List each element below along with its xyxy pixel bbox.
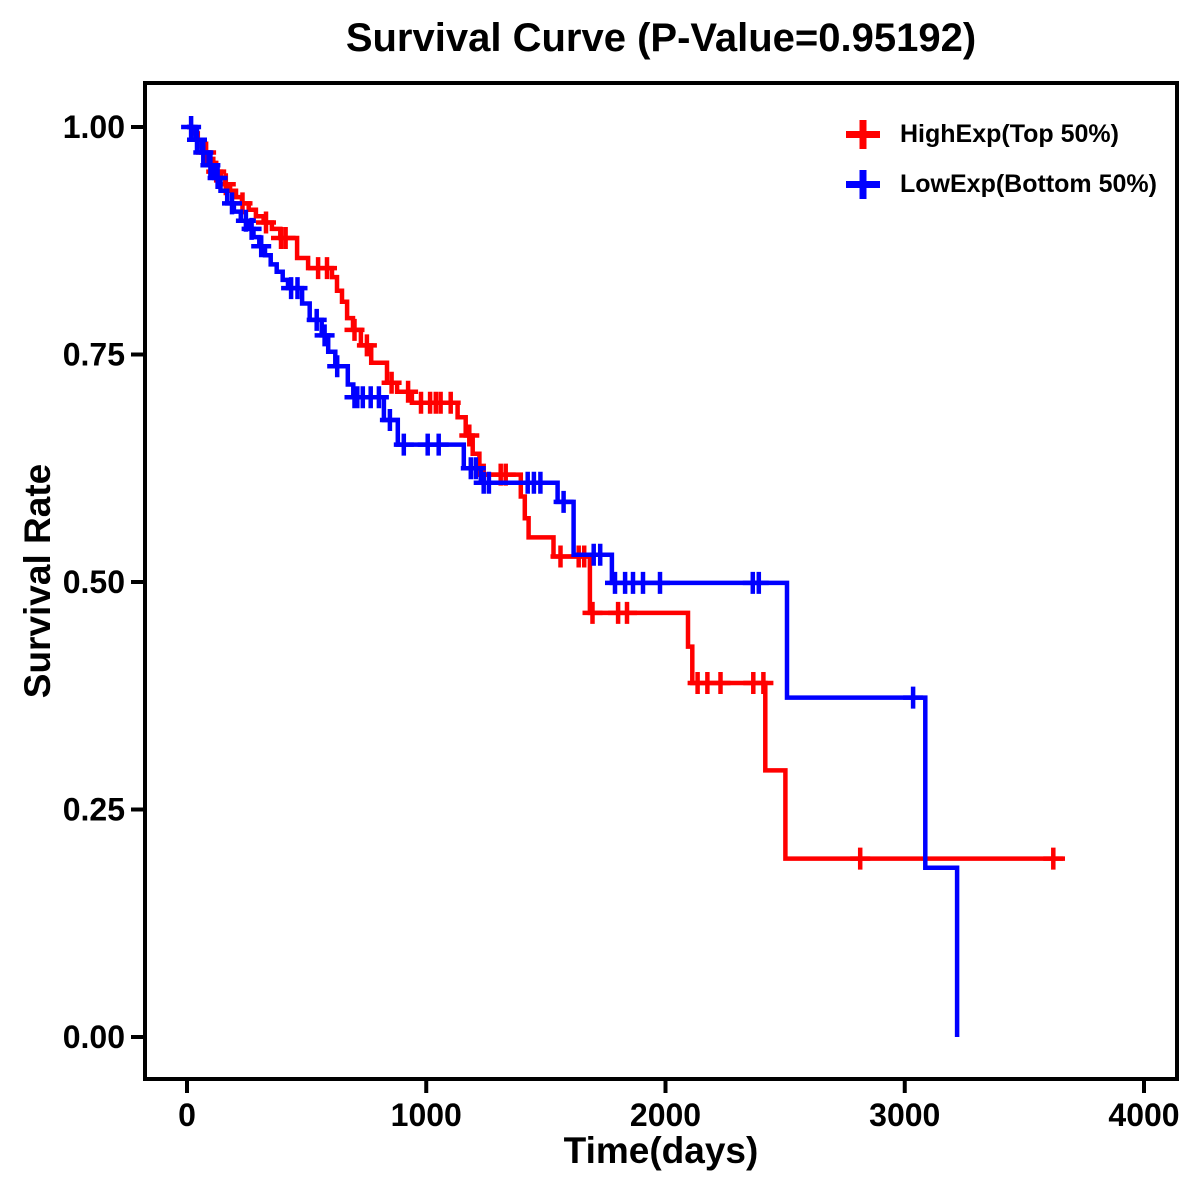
x-tick-label: 0 <box>178 1097 196 1133</box>
lowexp-curve <box>187 124 960 1037</box>
y-axis-title: Survival Rate <box>17 463 58 699</box>
legend: HighExp(Top 50%) LowExp(Bottom 50%) <box>843 116 1157 203</box>
x-tick-label: 4000 <box>1108 1097 1179 1133</box>
legend-label-lowexp: LowExp(Bottom 50%) <box>900 170 1157 198</box>
x-axis-title: Time(days) <box>563 1130 759 1171</box>
y-tick-label: 0.75 <box>63 337 125 373</box>
x-tick-label: 2000 <box>630 1097 701 1133</box>
highexp-curve <box>187 124 1065 861</box>
x-tick-label: 3000 <box>869 1097 940 1133</box>
highexp-censor-marks <box>196 141 1064 870</box>
y-tick-label: 1.00 <box>63 109 125 145</box>
y-tick-label: 0.00 <box>63 1019 125 1055</box>
chart-title: Survival Curve (P-Value=0.95192) <box>345 16 977 60</box>
lowexp-plus-marker-icon <box>846 170 880 199</box>
legend-label-highexp: HighExp(Top 50%) <box>900 120 1119 148</box>
legend-item-lowexp: LowExp(Bottom 50%) <box>843 166 1157 203</box>
lowexp-censor-marks <box>181 116 924 709</box>
y-tick-label: 0.25 <box>63 792 125 828</box>
highexp-plus-marker-icon <box>846 120 880 149</box>
x-tick-label: 1000 <box>391 1097 462 1133</box>
legend-item-highexp: HighExp(Top 50%) <box>843 116 1157 153</box>
y-tick-label: 0.50 <box>63 564 125 600</box>
